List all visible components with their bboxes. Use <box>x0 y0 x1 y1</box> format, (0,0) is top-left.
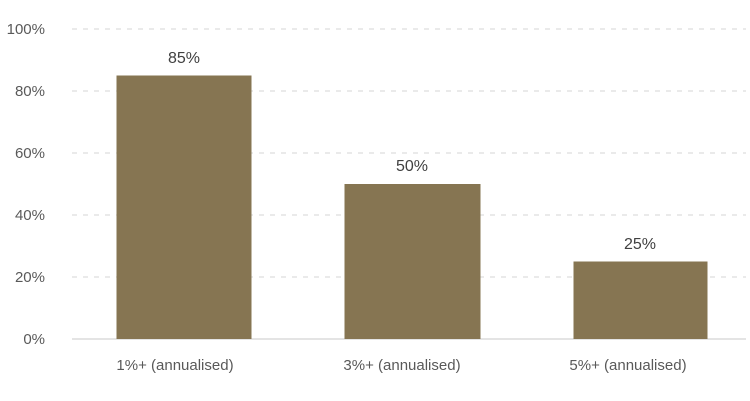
svg-text:100%: 100% <box>7 21 45 38</box>
svg-text:85%: 85% <box>168 50 200 67</box>
svg-text:25%: 25% <box>624 236 656 253</box>
svg-text:20%: 20% <box>15 269 45 286</box>
svg-text:0%: 0% <box>23 331 45 348</box>
svg-text:50%: 50% <box>396 158 428 175</box>
svg-text:40%: 40% <box>15 207 45 224</box>
svg-text:3%+ (annualised): 3%+ (annualised) <box>343 357 460 374</box>
svg-text:5%+ (annualised): 5%+ (annualised) <box>569 357 686 374</box>
svg-text:80%: 80% <box>15 83 45 100</box>
svg-text:1%+ (annualised): 1%+ (annualised) <box>116 357 233 374</box>
svg-text:60%: 60% <box>15 145 45 162</box>
